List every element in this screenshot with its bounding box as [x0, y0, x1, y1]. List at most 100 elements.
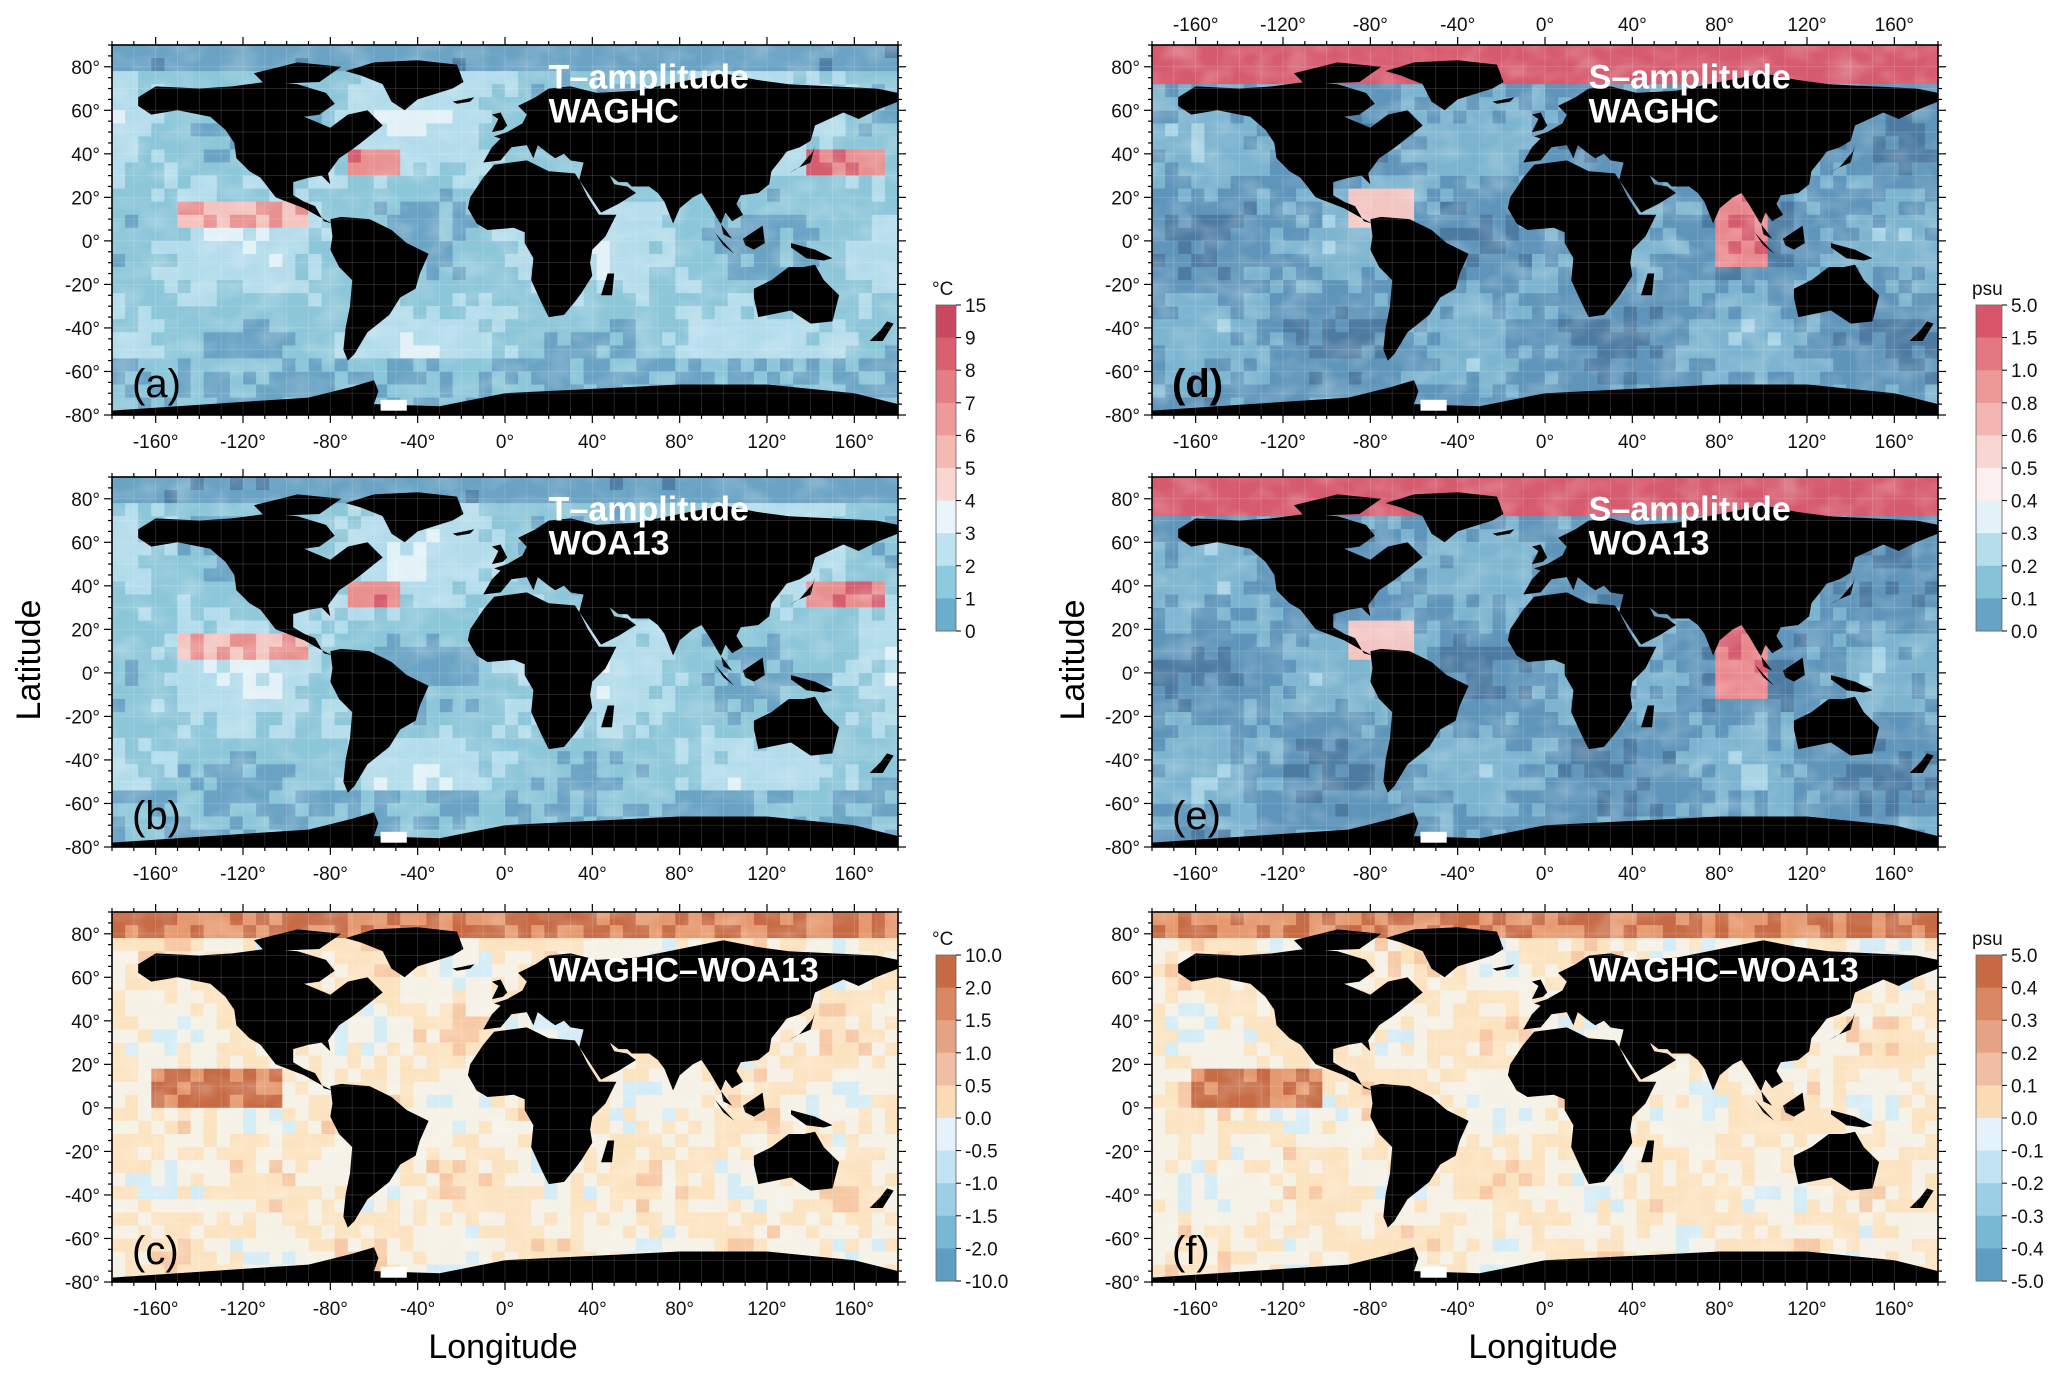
landmass-e-6: [1793, 696, 1880, 756]
landmass-c-7: [112, 1247, 898, 1282]
colorbar-swatch: [936, 337, 956, 371]
lon-tick-label: 80°: [665, 1299, 694, 1320]
landmass-f-9: [1783, 1092, 1805, 1117]
ocean-field-e: [1152, 477, 1938, 847]
colorbar-tick-label: 0.8: [2011, 394, 2037, 415]
lat-tick-label: 80°: [71, 58, 100, 79]
colorbar-tick-label: -1.5: [965, 1207, 998, 1228]
landmass-e-10: [1831, 675, 1873, 693]
landmass-f-2: [1385, 927, 1504, 978]
colorbar-swatch: [936, 1215, 956, 1249]
landmass-b-6: [753, 696, 840, 756]
landmass-e-12: [1531, 544, 1548, 565]
colorbar-swatch: [1976, 598, 2002, 632]
lon-tick-label: -40°: [1440, 1299, 1475, 1320]
colorbar-swatch: [936, 1150, 956, 1184]
lon-tick-label: 160°: [835, 432, 874, 453]
lon-tick-label: -160°: [133, 864, 179, 885]
lat-tick-label: -80°: [1105, 838, 1140, 859]
landmass-a-9: [743, 225, 765, 250]
lon-tick-label: 160°: [1875, 432, 1914, 453]
lat-tick-label: 40°: [1111, 1012, 1140, 1033]
landmass-b-5: [601, 705, 615, 728]
ticks-e: [1144, 469, 1946, 855]
landmass-e-7: [1152, 812, 1938, 847]
lon-tick-label-top: 80°: [1705, 15, 1734, 36]
lon-tick-label: 160°: [1875, 1299, 1914, 1320]
landmass-d-1: [1370, 216, 1469, 361]
lat-tick-label: 60°: [1111, 968, 1140, 989]
colorbar-swatch: [1976, 1085, 2002, 1119]
lon-tick-label: 160°: [835, 864, 874, 885]
colorbar-swatch: [936, 565, 956, 599]
colorbar-swatch: [1976, 305, 2002, 339]
lat-tick-label: -60°: [65, 794, 100, 815]
missing-data-patch: [380, 399, 407, 411]
lon-tick-label-top: 0°: [1536, 15, 1554, 36]
colorbar-tick-label: 1.0: [965, 1044, 991, 1065]
colorbar-tick-label: -0.3: [2011, 1207, 2044, 1228]
colorbar-tick-label: -0.5: [965, 1142, 998, 1163]
missing-data-patch: [1420, 399, 1447, 411]
lat-tick-label: -40°: [1105, 319, 1140, 340]
landmass-a-3: [483, 73, 898, 239]
lat-tick-label: 20°: [71, 188, 100, 209]
colorbar-swatch: [936, 1183, 956, 1217]
lon-tick-label: -160°: [133, 432, 179, 453]
ticks-d: [1144, 37, 1946, 423]
colorbar-swatch: [1976, 1150, 2002, 1184]
landmass-d-15: [1293, 62, 1382, 85]
landmass-f-4: [1507, 1027, 1657, 1185]
landmass-f-11: [1828, 1012, 1855, 1041]
colorbar-s_diff: 5.0 0.4 0.3 0.2 0.1 0.0 -0.1 -0.2 -0.3 -0.4 -5.0 ps…: [1972, 929, 2044, 1293]
colorbar-tick-label: 0.0: [965, 1109, 991, 1130]
lat-tick-label: 0°: [82, 664, 100, 685]
colorbar-swatch: [1976, 1248, 2002, 1282]
lat-tick-label: -80°: [1105, 406, 1140, 427]
colorbar-tick-label: 0: [965, 622, 976, 643]
landmass-a-13: [452, 97, 475, 104]
lat-tick-label: 0°: [1122, 232, 1140, 253]
ocean-field-c: [112, 912, 898, 1282]
landmass-f-14: [1909, 1188, 1934, 1208]
colorbar-tick-label: -1.0: [965, 1174, 998, 1195]
colorbar-swatch: [1976, 1118, 2002, 1152]
colorbar-swatch: [1976, 435, 2002, 469]
lat-tick-label: -40°: [65, 751, 100, 772]
colorbar-swatch: [1976, 468, 2002, 502]
lat-tick-label: 20°: [1111, 1055, 1140, 1076]
landmass-d-5: [1641, 273, 1655, 296]
lon-tick-label: 40°: [578, 432, 607, 453]
ticks-b: [104, 469, 906, 855]
lon-tick-label: 160°: [835, 1299, 874, 1320]
colorbar-tick-label: 0.0: [2011, 1109, 2037, 1130]
landmass-a-0: [138, 82, 383, 224]
landmass-c-9: [743, 1092, 765, 1117]
ocean-field-a: [112, 45, 898, 415]
lon-tick-label: -80°: [1353, 864, 1388, 885]
landmass-e-8: [1752, 662, 1775, 686]
colorbar-tick-label: 0.3: [2011, 1011, 2037, 1032]
lon-tick-label: -80°: [1353, 432, 1388, 453]
lat-tick-label: 20°: [71, 620, 100, 641]
lat-tick-label: 60°: [71, 533, 100, 554]
colorbar-tick-label: -0.2: [2011, 1174, 2044, 1195]
lat-tick-label: -40°: [1105, 751, 1140, 772]
landmass-f-8: [1752, 1097, 1775, 1121]
ticks-c: [104, 904, 906, 1290]
lon-tick-label: 0°: [496, 1299, 514, 1320]
colorbar-unit: psu: [1972, 279, 2003, 300]
colorbar-tick-label: 0.5: [965, 1076, 991, 1097]
ocean-field-f: [1152, 912, 1938, 1282]
colorbar-tick-label: 5: [965, 459, 976, 480]
landmass-d-7: [1152, 380, 1938, 415]
gridlines-e: [1152, 477, 1938, 847]
ocean-field-d: [1152, 45, 1938, 415]
lon-tick-label: -40°: [400, 864, 435, 885]
gridlines-f: [1152, 912, 1938, 1282]
map-panels: 80°60°40°20°0°-20°-40°-60°-80°-160° -120°…: [65, 15, 1946, 1320]
lon-tick-label: 80°: [665, 432, 694, 453]
colorbar-tick-label: -10.0: [965, 1272, 1008, 1293]
landmass-f-0: [1178, 949, 1423, 1091]
missing-data-patch: [380, 831, 407, 843]
